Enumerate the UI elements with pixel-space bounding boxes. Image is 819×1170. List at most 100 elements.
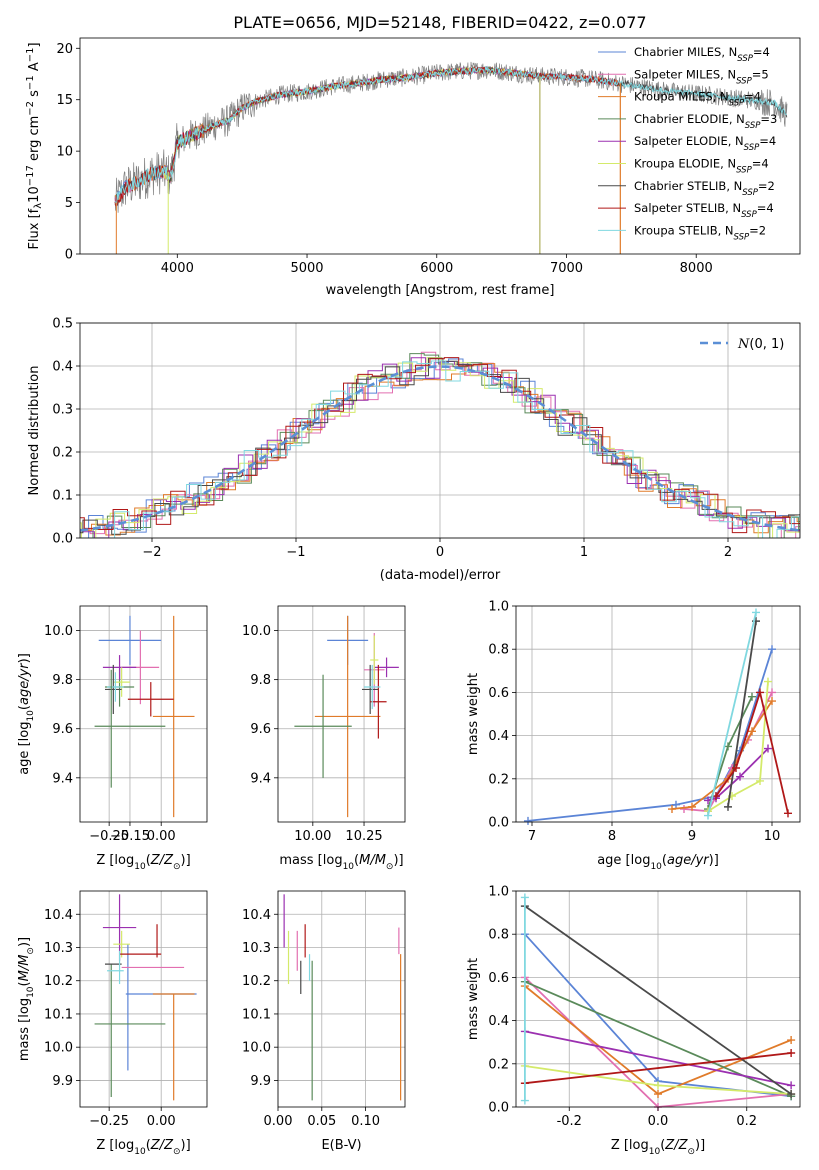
weight-vs-age-frame bbox=[515, 605, 801, 823]
weight-vs-Z-series-line bbox=[524, 905, 792, 1095]
spectrum-data-line bbox=[114, 61, 788, 213]
residuals-histogram-series bbox=[80, 357, 800, 534]
age-vs-Z-frame bbox=[79, 605, 208, 823]
spectrum-xtick-label: 6000 bbox=[420, 261, 453, 276]
weight-vs-age-point-marker bbox=[680, 805, 688, 814]
age-vs-mass-xtick-label: 10.25 bbox=[345, 829, 382, 844]
mass-vs-Z-xlabel: Z [log10(Z/Z⊙)] bbox=[96, 1138, 190, 1157]
weight-vs-age-ytick-label: 0.6 bbox=[488, 686, 509, 701]
weight-vs-age-ytick-label: 0.4 bbox=[488, 729, 509, 744]
legend-label: Chabrier ELODIE, NSSP=3 bbox=[634, 112, 777, 131]
weight-vs-age-point-marker bbox=[704, 811, 712, 820]
weight-vs-age-axes bbox=[516, 605, 800, 823]
mass-vs-Z-xtick-label: 0.00 bbox=[147, 1114, 176, 1129]
age-vs-Z-ylabel: age [log10(age/yr)] bbox=[17, 653, 36, 775]
age-vs-mass-xlabel: mass [log10(M/M⊙)] bbox=[279, 853, 403, 872]
weight-vs-age-xtick-label: 8 bbox=[608, 829, 616, 844]
mass-vs-ebv-ytick-label: 10.2 bbox=[242, 974, 271, 989]
weight-vs-age-point-marker bbox=[524, 816, 532, 825]
mass-vs-Z-xtick-label: −0.25 bbox=[89, 1114, 129, 1129]
weight-vs-Z-ytick-label: 1.0 bbox=[488, 885, 509, 900]
weight-vs-age-xtick-label: 9 bbox=[688, 829, 696, 844]
weight-vs-age-point-marker bbox=[768, 645, 776, 654]
spectrum-frame bbox=[79, 37, 801, 255]
weight-vs-age-point-marker bbox=[724, 742, 732, 751]
residuals-xtick-label: 0 bbox=[436, 545, 444, 560]
weight-vs-Z-point-marker bbox=[787, 1081, 796, 1090]
mass-vs-Z-ytick-label: 10.4 bbox=[44, 908, 73, 923]
spectrum-xtick-label: 4000 bbox=[161, 261, 194, 276]
age-vs-Z-axes bbox=[80, 606, 207, 822]
age-vs-mass-axes bbox=[278, 606, 405, 822]
residuals-xtick-label: −2 bbox=[142, 545, 161, 560]
spectrum-frame-group: 4000 5000 6000 7000 8000 0 5 10 15 20 bbox=[56, 37, 801, 276]
residuals-histogram-series bbox=[80, 360, 800, 538]
age-vs-mass-frame-group: 10.00 10.25 9.4 9.6 9.8 10.0 bbox=[242, 605, 406, 844]
residuals-histogram-series bbox=[80, 351, 800, 538]
mass-vs-Z-ytick-label: 10.1 bbox=[44, 1007, 73, 1022]
residuals-xtick-label: −1 bbox=[286, 545, 305, 560]
weight-vs-age-point-marker bbox=[752, 608, 760, 617]
residuals-gaussian-curve bbox=[80, 365, 800, 532]
age-vs-mass-ytick-label: 9.4 bbox=[250, 771, 271, 786]
weight-vs-age-point-marker bbox=[672, 800, 680, 809]
age-vs-Z-errorbars bbox=[94, 615, 195, 818]
spectrum-ytick-label: 20 bbox=[56, 42, 73, 57]
mass-vs-ebv-ytick-label: 10.1 bbox=[242, 1007, 271, 1022]
age-vs-Z-frame-group: −0.25−0.150.00 9.4 9.6 9.8 10.0 bbox=[44, 605, 208, 844]
weight-vs-Z-series bbox=[520, 893, 796, 1111]
weight-vs-age-ytick-label: 0.0 bbox=[488, 816, 509, 831]
residuals-xtick-label: 2 bbox=[724, 545, 732, 560]
mass-vs-ebv-ytick-label: 10.4 bbox=[242, 908, 271, 923]
spectrum-xlabel: wavelength [Angstrom, rest frame] bbox=[326, 283, 555, 298]
weight-vs-age-ytick-label: 1.0 bbox=[488, 600, 509, 615]
weight-vs-age-point-marker bbox=[756, 776, 764, 785]
residuals-ytick-label: 0.0 bbox=[52, 532, 73, 547]
age-vs-Z-ytick-label: 9.4 bbox=[52, 771, 73, 786]
legend-label: Kroupa MILES, NSSP=4 bbox=[634, 90, 761, 109]
mass-vs-Z-errorbars bbox=[94, 894, 197, 1101]
weight-vs-Z-xtick-label: 0.0 bbox=[648, 1114, 669, 1129]
weight-vs-Z-point-marker bbox=[787, 1090, 796, 1099]
spectrum-legend: Chabrier MILES, NSSP=4 Salpeter MILES, NS… bbox=[598, 45, 777, 242]
weight-vs-Z-point-marker bbox=[520, 893, 529, 902]
weight-vs-age-xtick-label: 10 bbox=[764, 829, 781, 844]
spectrum-ylabel: Flux [fλ10−17 erg cm−2 s−1 A−1] bbox=[25, 42, 45, 249]
residuals-histogram-series bbox=[80, 357, 800, 535]
weight-vs-age-series bbox=[524, 608, 792, 825]
weight-vs-age-series-line bbox=[707, 612, 757, 816]
residuals-steps bbox=[80, 351, 800, 538]
residuals-ytick-label: 0.1 bbox=[52, 489, 73, 504]
age-vs-mass-ytick-label: 9.6 bbox=[250, 722, 271, 737]
age-vs-Z-xtick-label: 0.00 bbox=[147, 829, 176, 844]
legend-label: Salpeter STELIB, NSSP=4 bbox=[634, 201, 774, 220]
age-vs-Z-xtick-label: −0.25 bbox=[89, 829, 129, 844]
spectrum-model-line bbox=[114, 65, 787, 206]
age-vs-mass-ytick-label: 10.0 bbox=[242, 624, 271, 639]
weight-vs-age-series-line bbox=[715, 688, 789, 814]
residuals-frame-group: −2 −1 0 1 2 0.0 0.1 0.2 0.3 0.4 0.5 bbox=[52, 317, 801, 560]
mass-vs-ebv-xtick-label: 0.00 bbox=[264, 1114, 293, 1129]
weight-vs-age-point-marker bbox=[732, 764, 740, 772]
age-vs-Z-ytick-label: 9.6 bbox=[52, 722, 73, 737]
mass-vs-ebv-xtick-label: 0.05 bbox=[307, 1114, 336, 1129]
residuals-ytick-label: 0.4 bbox=[52, 360, 73, 375]
weight-vs-age-ytick-label: 0.8 bbox=[488, 643, 509, 658]
weight-vs-age-point-marker bbox=[748, 727, 756, 736]
age-vs-Z-ytick-label: 10.0 bbox=[44, 624, 73, 639]
mass-vs-Z-ylabel: mass [log10(M/M⊙)] bbox=[17, 937, 36, 1061]
weight-vs-age-point-marker bbox=[784, 809, 792, 818]
mass-vs-ebv-frame-group: 0.00 0.05 0.10 9.9 10.0 10.1 10.2 10.3 10.4 bbox=[242, 890, 406, 1129]
residuals-histogram-series bbox=[80, 357, 800, 538]
residuals-ytick-label: 0.5 bbox=[52, 317, 73, 332]
weight-vs-age-point-marker bbox=[756, 688, 764, 697]
mass-vs-ebv-ytick-label: 10.0 bbox=[242, 1041, 271, 1056]
legend-label: Kroupa ELODIE, NSSP=4 bbox=[634, 157, 769, 176]
weight-vs-age-series-line bbox=[727, 620, 757, 808]
residuals-xtick-label: 1 bbox=[580, 545, 588, 560]
weight-vs-age-series-line bbox=[707, 681, 769, 812]
residuals-legend-label: N(0, 1) bbox=[737, 337, 784, 352]
residuals-histogram-series bbox=[80, 357, 800, 538]
residuals-histogram-series bbox=[80, 363, 800, 536]
weight-vs-age-xlabel: age [log10(age/yr)] bbox=[597, 853, 719, 872]
